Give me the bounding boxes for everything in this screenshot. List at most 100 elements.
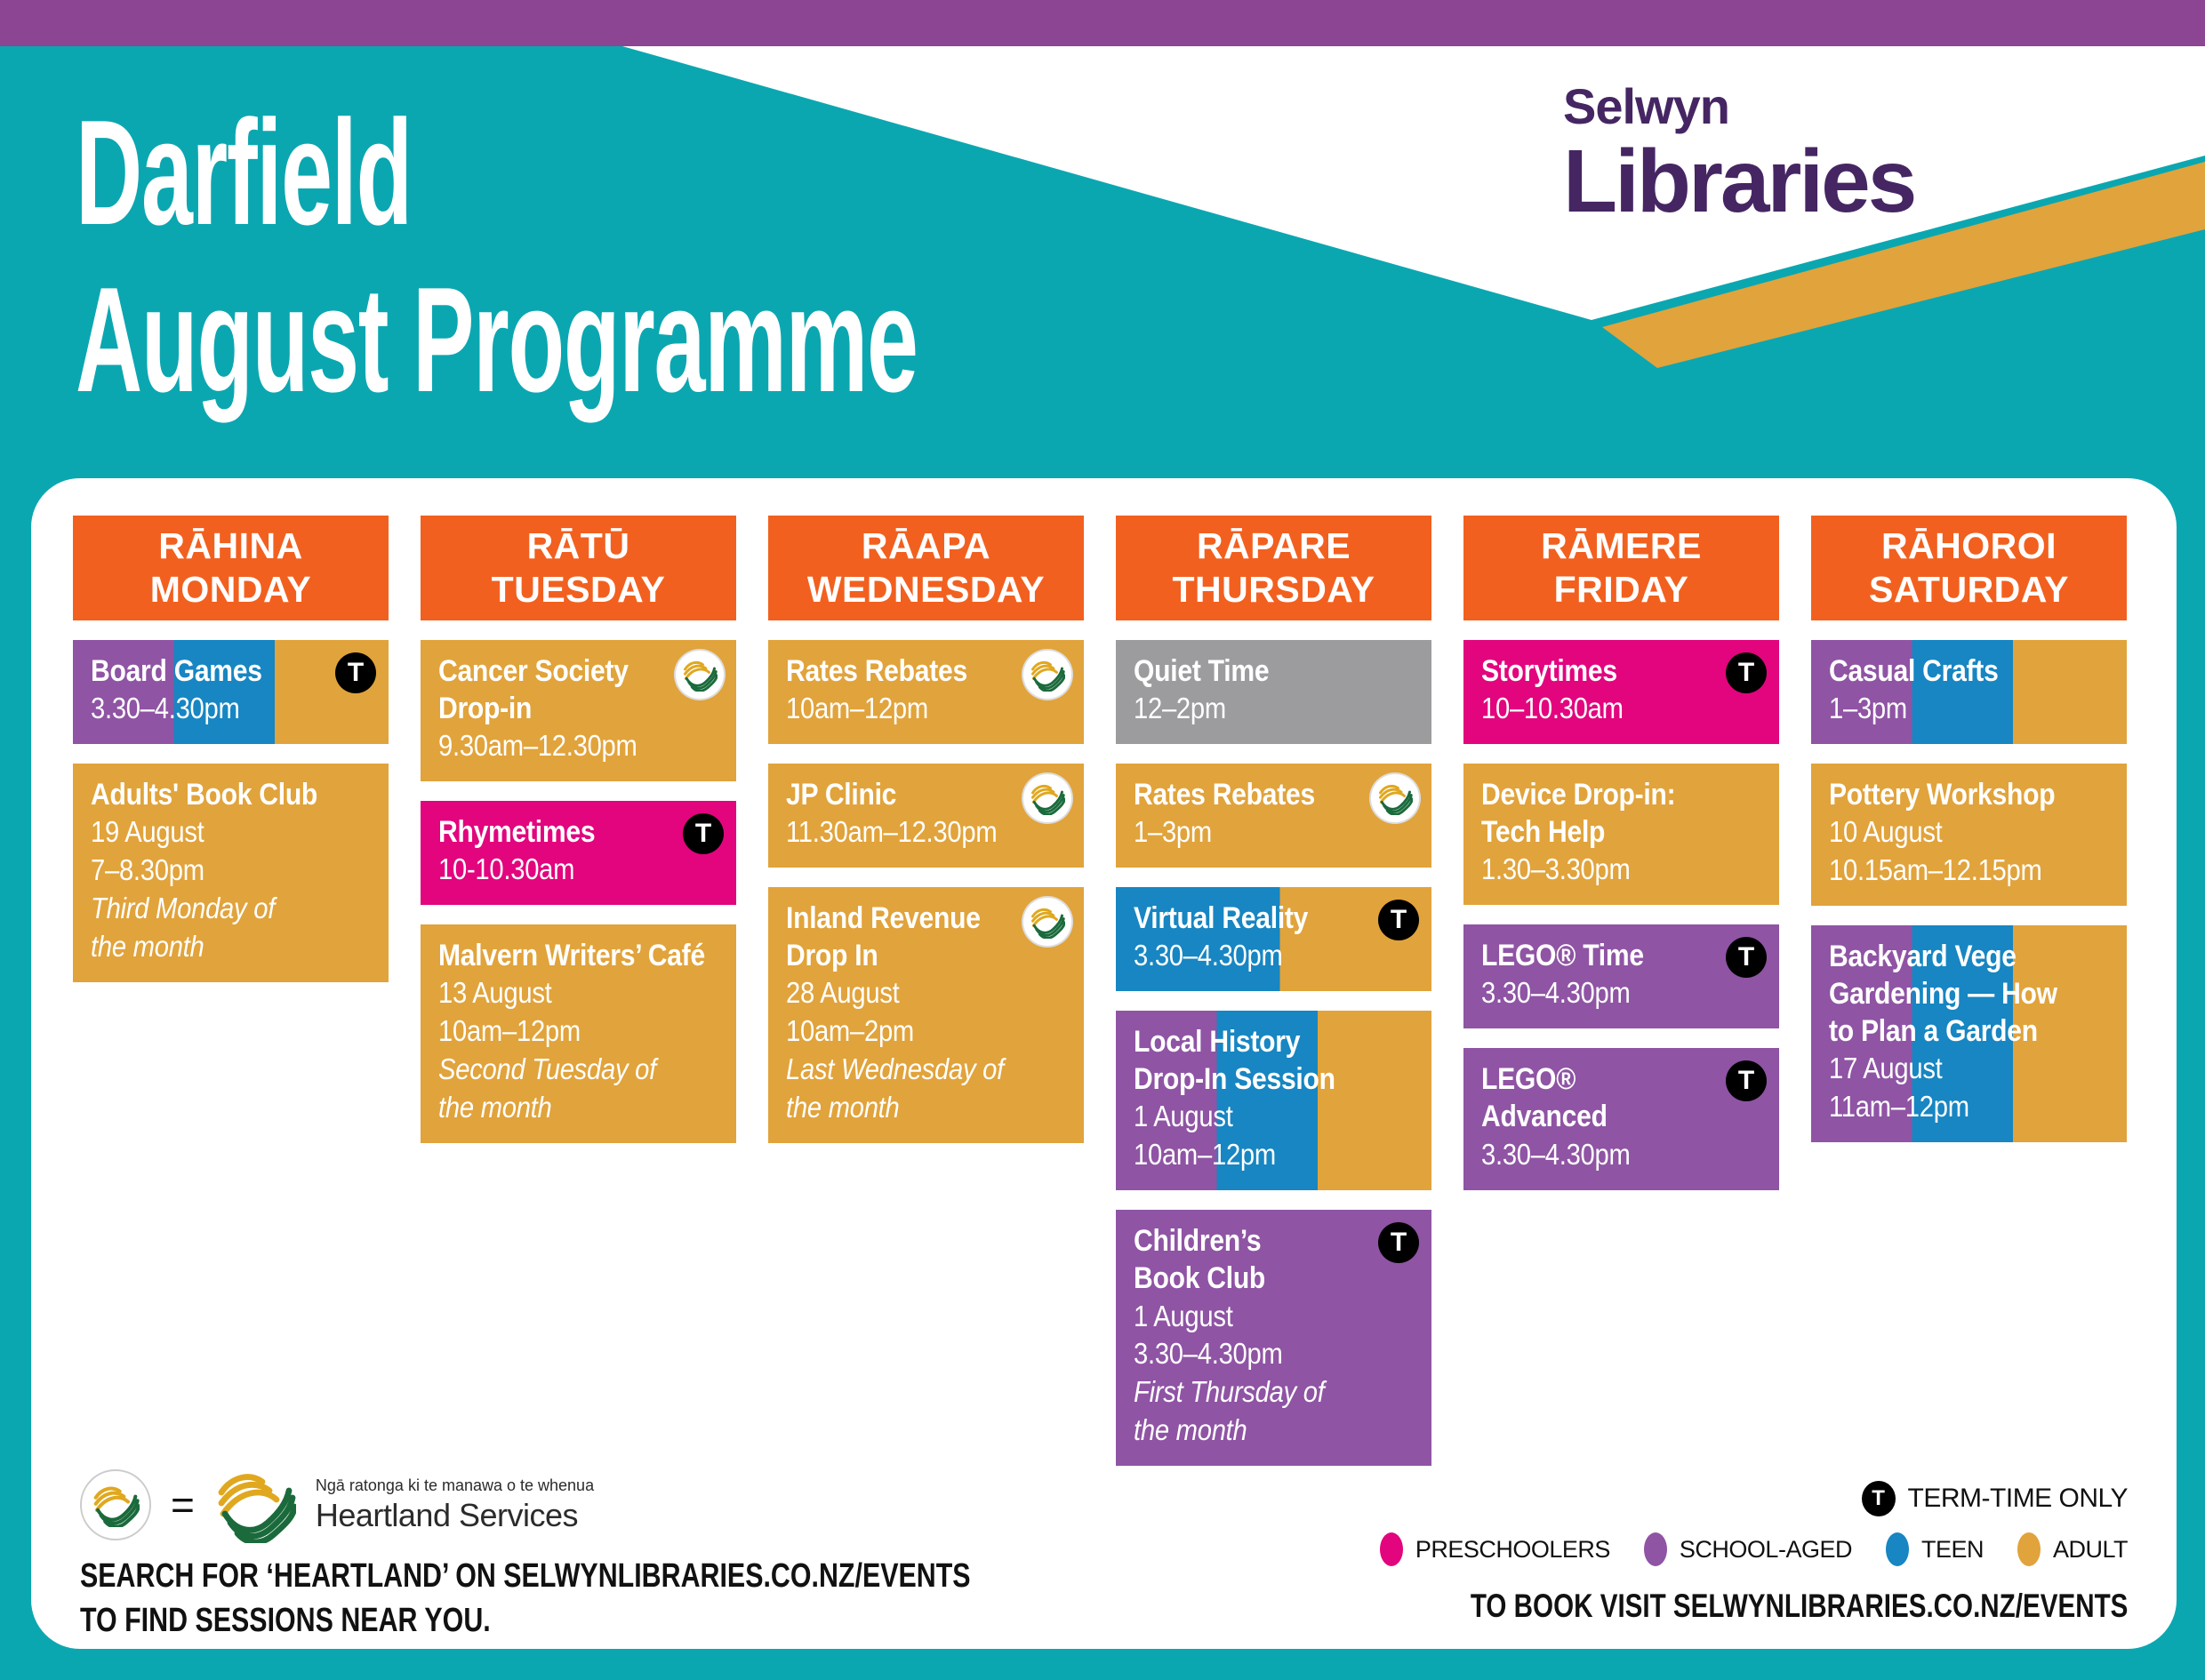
header-banner: Darfield August Programme Selwyn Librari… <box>0 46 2205 478</box>
event-card-adults-book-club: Adults' Book Club 19 August 7–8.30pm Thi… <box>73 764 389 982</box>
event-card-quiet-time: Quiet Time 12–2pm <box>1116 640 1431 745</box>
event-title: Adults' Book Club <box>91 778 318 812</box>
legend-label: TEEN <box>1920 1535 1984 1563</box>
day-name-maori: RĀHOROI <box>1880 524 2057 566</box>
event-title: LEGO® Time <box>1481 939 1644 973</box>
event-card-local-history-drop-in: Local History Drop-In Session 1 August 1… <box>1116 1011 1431 1191</box>
event-card-inland-revenue-drop-in: Inland Revenue Drop In 28 August 10am–2p… <box>768 887 1084 1143</box>
day-name-english: FRIDAY <box>1553 569 1689 610</box>
event-title: Inland Revenue Drop In <box>786 901 981 973</box>
day-columns: RĀHINA MONDAY T Board Games 3.30–4.30pm … <box>73 516 2127 1467</box>
event-title: Virtual Reality <box>1134 901 1309 936</box>
term-time-icon: T <box>1861 1481 1896 1516</box>
event-note: Last Wednesday of the month <box>786 1052 1004 1124</box>
event-time: 3.30–4.30pm <box>1134 939 1283 972</box>
day-column-friday: RĀMERE FRIDAY T Storytimes 10–10.30am De… <box>1463 516 1779 1466</box>
event-time: 10.15am–12.15pm <box>1829 853 2042 887</box>
poster-title-line1: Darfield <box>76 89 413 256</box>
event-title: Storytimes <box>1481 654 1617 688</box>
legend-item-teen: TEEN <box>1885 1532 1984 1566</box>
heartland-legend-row: = Ngā ratonga ki te manawa o te whenua H… <box>80 1467 594 1543</box>
day-header-wednesday: RĀAPA WEDNESDAY <box>768 516 1084 620</box>
event-time: 11am–12pm <box>1829 1090 1969 1124</box>
event-card-cancer-society-drop-in: Cancer Society Drop-in 9.30am–12.30pm <box>421 640 736 782</box>
heartland-icon <box>1023 898 1071 947</box>
term-time-icon: T <box>1378 900 1419 941</box>
preschoolers-dot-icon <box>1379 1532 1403 1566</box>
legend-label: PRESCHOOLERS <box>1415 1535 1611 1563</box>
event-time: 3.30–4.30pm <box>91 692 240 725</box>
event-date: 10 August <box>1829 815 1943 849</box>
term-time-legend: T TERM-TIME ONLY <box>1861 1481 2129 1516</box>
heartland-logo-text: Ngā ratonga ki te manawa o te whenua Hea… <box>316 1476 594 1534</box>
heartland-icon <box>1023 774 1071 823</box>
event-time: 1.30–3.30pm <box>1481 852 1631 886</box>
day-name-english: SATURDAY <box>1869 569 2069 610</box>
event-card-rates-rebates-wed: Rates Rebates 10am–12pm <box>768 640 1084 745</box>
event-time: 7–8.30pm <box>91 853 204 887</box>
poster-title-line2: August Programme <box>76 256 918 423</box>
event-card-virtual-reality: T Virtual Reality 3.30–4.30pm <box>1116 887 1431 992</box>
equals-sign: = <box>171 1482 195 1528</box>
event-card-board-games: T Board Games 3.30–4.30pm <box>73 640 389 745</box>
heartland-waves-icon <box>1379 784 1413 816</box>
heartland-tagline: Ngā ratonga ki te manawa o te whenua <box>315 1476 595 1494</box>
day-header-friday: RĀMERE FRIDAY <box>1463 516 1779 620</box>
event-note: Second Tuesday of the month <box>438 1052 656 1124</box>
event-card-pottery-workshop: Pottery Workshop 10 August 10.15am–12.15… <box>1811 764 2127 906</box>
event-card-rhymetimes: T Rhymetimes 10-10.30am <box>421 801 736 906</box>
programme-board: RĀHINA MONDAY T Board Games 3.30–4.30pm … <box>31 478 2177 1649</box>
event-title: Rhymetimes <box>438 815 596 850</box>
event-title: Malvern Writers’ Café <box>438 939 705 973</box>
event-title: JP Clinic <box>786 778 897 812</box>
event-date: 1 August <box>1134 1299 1233 1332</box>
day-name-english: TUESDAY <box>491 569 666 610</box>
event-card-jp-clinic: JP Clinic 11.30am–12.30pm <box>768 764 1084 868</box>
selwyn-libraries-logo: Selwyn Libraries <box>1563 78 1917 231</box>
teen-dot-icon <box>1885 1532 1909 1566</box>
event-time: 3.30–4.30pm <box>1481 976 1631 1010</box>
term-time-icon: T <box>1378 1222 1419 1264</box>
event-date: 28 August <box>786 976 900 1010</box>
heartland-icon <box>676 651 724 699</box>
event-card-casual-crafts: Casual Crafts 1–3pm <box>1811 640 2127 745</box>
event-time: 10am–12pm <box>786 692 928 725</box>
day-name-maori: RĀTŪ <box>526 524 630 566</box>
event-card-backyard-vege-gardening: Backyard Vege Gardening — How to Plan a … <box>1811 924 2127 1143</box>
day-name-maori: RĀAPA <box>861 524 991 566</box>
day-header-saturday: RĀHOROI SATURDAY <box>1811 516 2127 620</box>
event-time: 10am–12pm <box>1134 1138 1276 1172</box>
event-title: Board Games <box>91 654 262 688</box>
booking-instructions: TO BOOK VISIT SELWYNLIBRARIES.CO.NZ/EVEN… <box>1470 1588 2128 1624</box>
logo-line2: Libraries <box>1563 132 1917 231</box>
day-name-maori: RĀMERE <box>1541 524 1702 566</box>
event-card-lego-time: T LEGO® Time 3.30–4.30pm <box>1463 924 1779 1029</box>
day-column-wednesday: RĀAPA WEDNESDAY Rates Rebates 10am–12pm <box>768 516 1084 1466</box>
event-card-storytimes: T Storytimes 10–10.30am <box>1463 640 1779 745</box>
term-time-icon: T <box>1726 1060 1767 1102</box>
search-line2: TO FIND SESSIONS NEAR YOU. <box>80 1602 491 1640</box>
day-column-tuesday: RĀTŪ TUESDAY Cancer Society Drop-in 9.30… <box>421 516 736 1466</box>
event-time: 10am–12pm <box>438 1014 581 1048</box>
event-date: 19 August <box>91 815 204 849</box>
day-column-saturday: RĀHOROI SATURDAY Casual Crafts 1–3pm Pot… <box>1811 516 2127 1466</box>
event-note: First Thursday of the month <box>1134 1375 1325 1447</box>
event-card-lego-advanced: T LEGO® Advanced 3.30–4.30pm <box>1463 1048 1779 1190</box>
event-title: Cancer Society Drop-in <box>438 654 629 726</box>
heartland-name: Heartland Services <box>315 1496 579 1533</box>
term-time-label: TERM-TIME ONLY <box>1907 1484 2129 1513</box>
event-date: 1 August <box>1134 1100 1233 1133</box>
event-time: 1–3pm <box>1829 692 1907 725</box>
term-time-icon: T <box>1726 937 1767 979</box>
logo-line1: Selwyn <box>1563 78 1730 134</box>
event-time: 10–10.30am <box>1481 692 1624 725</box>
event-title: Device Drop-in: Tech Help <box>1481 778 1676 850</box>
event-card-malvern-writers-cafe: Malvern Writers’ Café 13 August 10am–12p… <box>421 924 736 1143</box>
event-time: 3.30–4.30pm <box>1481 1137 1631 1171</box>
event-time: 12–2pm <box>1134 692 1226 725</box>
search-line1: SEARCH FOR ‘HEARTLAND’ ON SELWYNLIBRARIE… <box>80 1557 971 1595</box>
audience-legend: PRESCHOOLERS SCHOOL-AGED TEEN ADULT <box>1379 1532 2129 1566</box>
legend-label: SCHOOL-AGED <box>1679 1535 1853 1563</box>
heartland-icon <box>1023 651 1071 699</box>
day-name-english: MONDAY <box>149 569 312 610</box>
